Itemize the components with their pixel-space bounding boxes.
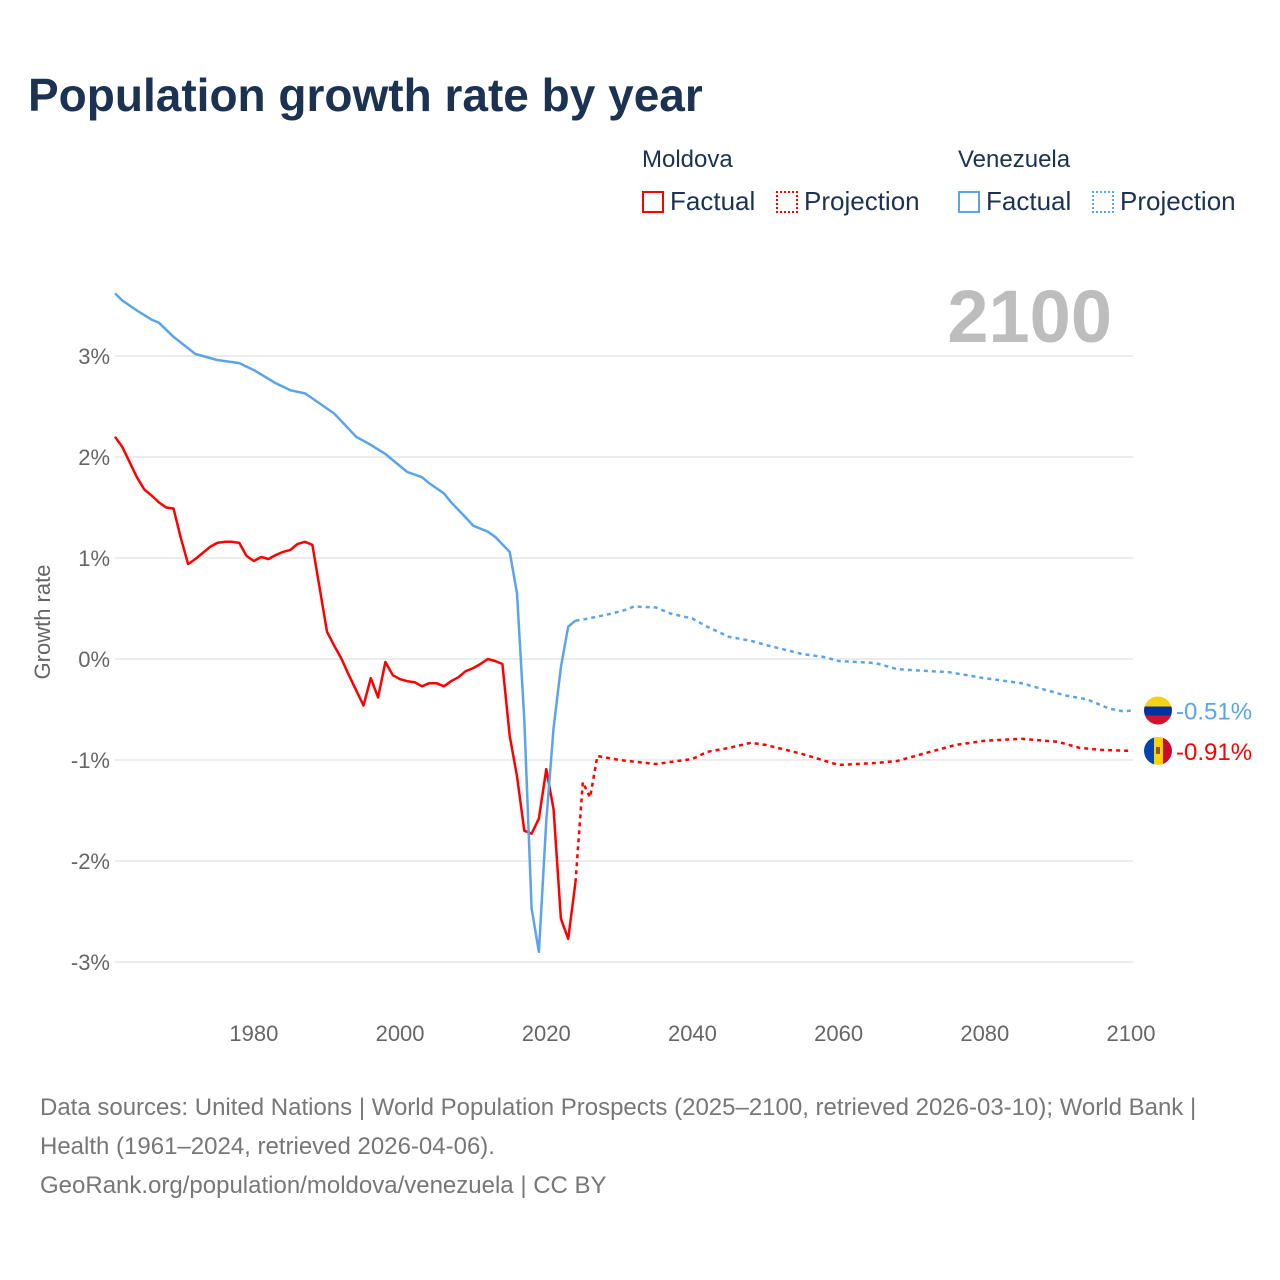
solid-swatch-icon (642, 190, 664, 213)
legend-moldova-projection[interactable]: Projection (776, 186, 920, 217)
x-tick-label: 2020 (522, 1021, 571, 1046)
year-label: 2100 (947, 275, 1112, 358)
x-tick-label: 2080 (960, 1021, 1009, 1046)
credit-link[interactable]: GeoRank.org/population/moldova/venezuela… (40, 1172, 607, 1199)
dotted-swatch-icon (776, 190, 798, 213)
venezuela-flag-icon (1144, 696, 1172, 725)
legend-label: Factual (986, 186, 1072, 216)
y-tick-label: -2% (71, 849, 110, 874)
legend-label: Factual (670, 186, 756, 216)
x-tick-label: 2000 (376, 1021, 425, 1046)
venezuela-projection-line (575, 605, 1132, 713)
legend-label: Projection (804, 186, 920, 216)
y-tick-label: 0% (78, 647, 110, 672)
y-tick-label: -1% (71, 748, 110, 773)
legend-label: Projection (1120, 186, 1236, 216)
y-tick-label: 1% (78, 546, 110, 571)
moldova-factual-line (113, 436, 577, 941)
y-tick-label: -3% (71, 950, 110, 975)
legend-venezuela-projection[interactable]: Projection (1092, 186, 1236, 217)
legend-moldova-factual[interactable]: Factual (642, 186, 755, 217)
moldova-flag-icon (1144, 736, 1172, 765)
y-tick-label: 3% (78, 344, 110, 369)
legend-moldova-heading: Moldova (642, 146, 733, 173)
y-axis-label: Growth rate (30, 565, 55, 680)
x-tick-label: 1980 (229, 1021, 278, 1046)
venezuela-end-label: -0.51% (1176, 699, 1252, 726)
venezuela-factual-line (114, 292, 577, 954)
solid-swatch-icon (958, 190, 980, 213)
moldova-end-label: -0.91% (1176, 739, 1252, 766)
page-title: Population growth rate by year (28, 69, 703, 121)
dotted-swatch-icon (1092, 190, 1114, 213)
legend-venezuela-factual[interactable]: Factual (958, 186, 1071, 217)
line-chart: 3% 2% 1% 0% -1% -2% -3% 1980 2000 2020 2040 2060 208… (30, 275, 1252, 1046)
x-tick-label: 2040 (668, 1021, 717, 1046)
y-tick-label: 2% (78, 445, 110, 470)
moldova-projection-line (574, 737, 1132, 883)
x-tick-label: 2100 (1107, 1021, 1156, 1046)
x-tick-label: 2060 (814, 1021, 863, 1046)
legend-venezuela-heading: Venezuela (958, 146, 1071, 173)
data-sources: Data sources: United Nations | World Pop… (40, 1094, 1197, 1160)
footer: Data sources: United Nations | World Pop… (40, 1088, 1240, 1205)
